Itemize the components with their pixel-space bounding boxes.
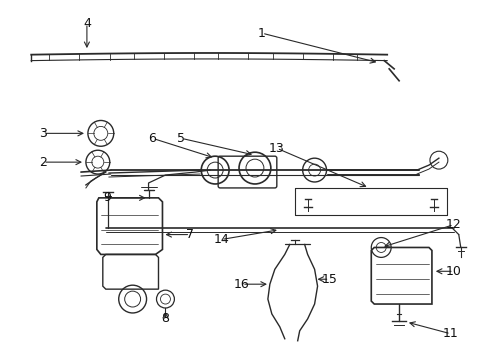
Text: 15: 15: [321, 273, 337, 286]
Text: 14: 14: [213, 233, 228, 246]
Text: 1: 1: [258, 27, 265, 40]
Text: 11: 11: [442, 327, 458, 340]
Text: 6: 6: [148, 132, 156, 145]
Text: 13: 13: [268, 142, 284, 155]
Text: 12: 12: [445, 218, 461, 231]
Text: 4: 4: [83, 17, 91, 30]
Text: 16: 16: [234, 278, 249, 291]
Text: 2: 2: [39, 156, 47, 168]
Text: 5: 5: [177, 132, 185, 145]
Text: 10: 10: [445, 265, 461, 278]
Text: 8: 8: [161, 312, 169, 325]
Text: 9: 9: [102, 192, 110, 204]
Text: 7: 7: [186, 228, 194, 241]
Text: 3: 3: [39, 127, 47, 140]
